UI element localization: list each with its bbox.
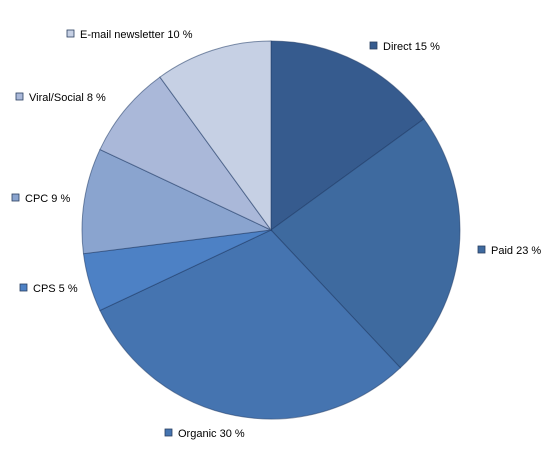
pie-slice-direct — [271, 41, 424, 230]
legend-swatch-e-mail-newsletter — [66, 29, 75, 38]
legend-item-paid: Paid 23 % — [477, 245, 541, 257]
pie-slice-paid — [271, 118, 460, 368]
legend-item-viral-social: Viral/Social 8 % — [15, 92, 106, 104]
slice-label-cpc: CPC 9 % — [25, 193, 70, 205]
slice-label-viral-social: Viral/Social 8 % — [29, 92, 106, 104]
pie-slice-viral-social — [99, 77, 272, 230]
slice-label-cps: CPS 5 % — [33, 283, 78, 295]
legend-swatch-direct — [369, 41, 378, 50]
pie-slices — [81, 40, 461, 420]
legend-swatch-paid — [477, 245, 486, 254]
pie-labels: Direct 15 % Paid 23 % Organic 30 % CPS 5 % C… — [11, 29, 541, 440]
pie-slice-edge-paid — [270, 118, 461, 369]
legend-swatch-organic — [164, 428, 173, 437]
pie-slice-edge-e-mail-newsletter — [159, 40, 272, 232]
legend-swatch-cpc — [11, 193, 20, 202]
pie-slice-cps — [83, 230, 272, 311]
pie-slice-edge-viral-social — [99, 76, 272, 231]
legend-item-cpc: CPC 9 % — [11, 193, 70, 205]
slice-label-organic: Organic 30 % — [178, 428, 245, 440]
pie-slice-cpc — [82, 149, 272, 254]
legend-swatch-cps — [19, 283, 28, 292]
legend-item-organic: Organic 30 % — [164, 428, 245, 440]
pie-slice-e-mail-newsletter — [159, 41, 271, 230]
slice-label-e-mail-newsletter: E-mail newsletter 10 % — [80, 29, 193, 41]
legend-item-cps: CPS 5 % — [19, 283, 78, 295]
pie-slice-edge-cpc — [81, 148, 273, 255]
legend-item-direct: Direct 15 % — [369, 41, 440, 53]
legend-item-e-mail-newsletter: E-mail newsletter 10 % — [66, 29, 193, 41]
pie-slice-edge-organic — [99, 229, 402, 420]
legend-swatch-viral-social — [15, 92, 24, 101]
slice-label-direct: Direct 15 % — [383, 41, 440, 53]
slice-label-paid: Paid 23 % — [491, 245, 541, 257]
pie-slice-edge-direct — [270, 40, 425, 231]
pie-slice-organic — [99, 230, 401, 420]
